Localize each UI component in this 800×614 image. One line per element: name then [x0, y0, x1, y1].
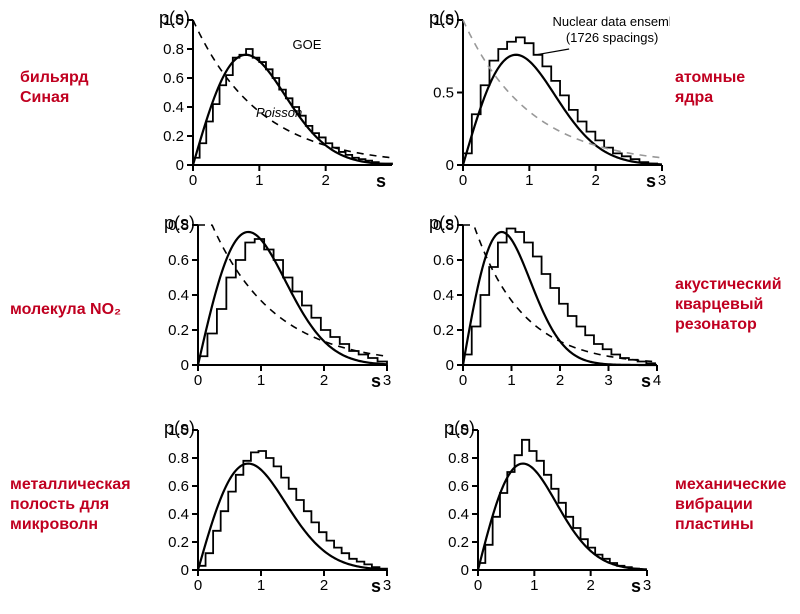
figure-panel-grid: бильярд Синая атомные ядра молекула NO₂ аку…	[0, 0, 800, 614]
svg-text:GOE: GOE	[293, 37, 322, 52]
svg-text:0.8: 0.8	[168, 450, 189, 467]
svg-text:p(s): p(s)	[444, 420, 475, 438]
svg-text:0: 0	[474, 577, 482, 594]
svg-text:(1726 spacings): (1726 spacings)	[566, 30, 659, 45]
svg-text:0: 0	[194, 372, 202, 389]
label-l1: бильярд Синая	[20, 68, 89, 108]
svg-text:0: 0	[459, 372, 467, 389]
label-l3: молекула NO₂	[10, 300, 121, 320]
svg-text:0: 0	[459, 172, 467, 189]
svg-text:Nuclear data ensemble: Nuclear data ensemble	[553, 14, 670, 29]
svg-text:s: s	[646, 171, 656, 191]
svg-text:0.6: 0.6	[448, 478, 469, 495]
svg-text:2: 2	[591, 172, 599, 189]
svg-text:0: 0	[181, 562, 189, 579]
svg-text:1: 1	[507, 372, 515, 389]
svg-text:1: 1	[255, 172, 263, 189]
svg-text:0.4: 0.4	[168, 506, 189, 523]
svg-text:3: 3	[658, 172, 666, 189]
svg-text:0.2: 0.2	[163, 128, 184, 145]
svg-text:1: 1	[530, 577, 538, 594]
chart-quartz-resonator: 0123400.20.40.60.8p(s)s	[415, 215, 665, 395]
svg-text:0.4: 0.4	[168, 287, 189, 304]
svg-text:0.6: 0.6	[163, 70, 184, 87]
svg-text:0: 0	[446, 357, 454, 374]
svg-text:3: 3	[643, 577, 651, 594]
svg-text:3: 3	[604, 372, 612, 389]
svg-text:0: 0	[194, 577, 202, 594]
svg-text:1: 1	[257, 577, 265, 594]
svg-text:4: 4	[653, 372, 661, 389]
svg-text:3: 3	[383, 577, 391, 594]
svg-text:2: 2	[320, 372, 328, 389]
svg-text:2: 2	[586, 577, 594, 594]
svg-text:0.4: 0.4	[448, 506, 469, 523]
svg-text:p(s): p(s)	[429, 10, 460, 28]
svg-text:s: s	[631, 576, 641, 596]
svg-text:0.6: 0.6	[168, 478, 189, 495]
svg-text:s: s	[371, 371, 381, 391]
svg-text:0.2: 0.2	[168, 534, 189, 551]
svg-text:p(s): p(s)	[429, 215, 460, 233]
svg-text:0.6: 0.6	[433, 252, 454, 269]
svg-text:0.2: 0.2	[448, 534, 469, 551]
chart-sinai-billiard: 01200.20.40.60.81.0p(s)sGOEPoisson	[145, 10, 400, 195]
svg-text:p(s): p(s)	[164, 420, 195, 438]
label-l5: металлическая полость для микроволн	[10, 475, 131, 535]
chart-atomic-nuclei: 012300.51.0p(s)sNuclear data ensemble(17…	[415, 10, 670, 195]
svg-text:0.4: 0.4	[433, 287, 454, 304]
svg-text:0: 0	[176, 157, 184, 174]
svg-text:s: s	[376, 171, 386, 191]
svg-text:s: s	[641, 371, 651, 391]
svg-text:1: 1	[525, 172, 533, 189]
svg-text:0: 0	[446, 157, 454, 174]
svg-text:p(s): p(s)	[159, 10, 190, 28]
svg-text:2: 2	[320, 577, 328, 594]
chart-microwave-cavity: 012300.20.40.60.81.0p(s)s	[150, 420, 395, 600]
svg-text:0.5: 0.5	[433, 85, 454, 102]
label-l4: акустический кварцевый резонатор	[675, 275, 782, 335]
chart-plate-vibrations: 012300.20.40.60.81.0p(s)s	[430, 420, 655, 600]
svg-text:0.4: 0.4	[163, 99, 184, 116]
svg-text:1: 1	[257, 372, 265, 389]
svg-text:p(s): p(s)	[164, 215, 195, 233]
svg-text:0.2: 0.2	[168, 322, 189, 339]
svg-text:0.6: 0.6	[168, 252, 189, 269]
svg-text:2: 2	[556, 372, 564, 389]
svg-text:0: 0	[189, 172, 197, 189]
svg-text:0.2: 0.2	[433, 322, 454, 339]
svg-text:0.8: 0.8	[163, 41, 184, 58]
svg-text:0: 0	[461, 562, 469, 579]
svg-text:0.8: 0.8	[448, 450, 469, 467]
chart-no2-molecule: 012300.20.40.60.8p(s)s	[150, 215, 395, 395]
label-l2: атомные ядра	[675, 68, 745, 108]
svg-text:s: s	[371, 576, 381, 596]
svg-text:Poisson: Poisson	[256, 105, 302, 120]
svg-text:3: 3	[383, 372, 391, 389]
label-l6: механические вибрации пластины	[675, 475, 786, 535]
svg-text:2: 2	[321, 172, 329, 189]
svg-text:0: 0	[181, 357, 189, 374]
